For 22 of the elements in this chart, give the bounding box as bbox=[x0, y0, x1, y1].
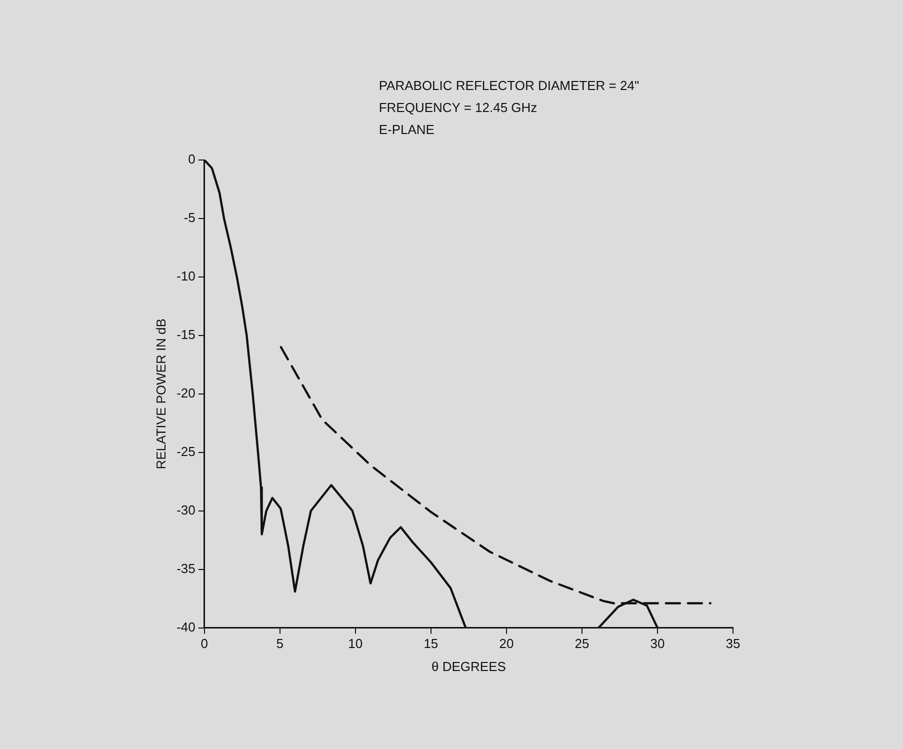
y-tick-label: -10 bbox=[176, 268, 196, 284]
text: FREQUENCY = 12.45 GHz bbox=[378, 100, 538, 116]
y-tick-label: -30 bbox=[176, 502, 196, 518]
text: E-PLANE bbox=[378, 122, 435, 138]
y-tick-label: -15 bbox=[176, 327, 196, 342]
y-tick-label: -20 bbox=[176, 385, 196, 400]
y-tick-label: -35 bbox=[176, 560, 196, 576]
text: PARABOLIC REFLECTOR DIAMETER = 24" bbox=[378, 78, 640, 94]
x-tick-label: 15 bbox=[424, 636, 438, 652]
x-tick-label: 20 bbox=[499, 636, 514, 652]
x-axis-title: θ DEGREES bbox=[431, 658, 506, 674]
y-tick-label: -25 bbox=[176, 444, 196, 459]
y-axis-title: RELATIVE POWER IN dB bbox=[153, 318, 168, 470]
y-tick-label: 0 bbox=[188, 152, 196, 167]
x-tick-label: 30 bbox=[650, 636, 665, 652]
x-tick-label: 35 bbox=[726, 636, 740, 652]
x-tick-label: 25 bbox=[574, 636, 590, 652]
y-tick-label: -5 bbox=[184, 210, 196, 226]
x-tick-label: 10 bbox=[348, 636, 363, 652]
x-tick-label: 5 bbox=[276, 636, 284, 652]
x-tick-label: 0 bbox=[200, 636, 208, 652]
y-tick-label: -40 bbox=[176, 619, 196, 634]
